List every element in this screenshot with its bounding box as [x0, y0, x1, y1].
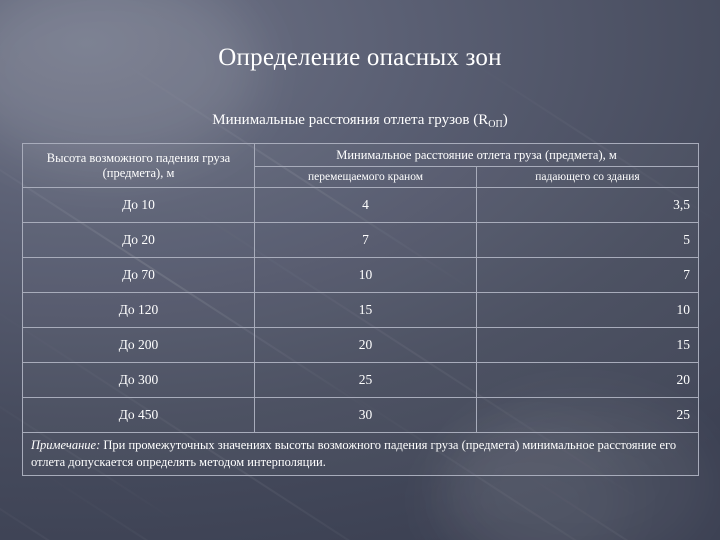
cell-height: До 10 [22, 187, 255, 224]
table-row: До 10 4 3,5 [22, 187, 699, 224]
cell-crane: 10 [254, 257, 477, 294]
cell-crane: 25 [254, 362, 477, 399]
page-title: Определение опасных зон [218, 44, 502, 71]
table-subheader-row: перемещаемого краном падающего со здания [23, 166, 699, 189]
note-label: Примечание: [31, 438, 101, 453]
table-caption-main: Минимальные расстояния отлета грузов (R [212, 112, 489, 128]
zones-table-container: Высота возможного падения груза (предмет… [22, 142, 699, 477]
cell-crane: 20 [254, 327, 477, 364]
cell-building: 7 [476, 257, 699, 294]
cell-height: До 200 [22, 327, 255, 364]
table-row: До 300 25 20 [22, 362, 699, 399]
header-distance-group: Минимальное расстояние отлета груза (пре… [254, 142, 699, 168]
table-header-row: Высота возможного падения груза (предмет… [22, 142, 699, 189]
cell-height: До 70 [22, 257, 255, 294]
cell-height: До 450 [22, 397, 255, 434]
header-building: падающего со здания [476, 166, 699, 189]
cell-building: 3,5 [476, 187, 699, 224]
cell-building: 20 [476, 362, 699, 399]
table-caption-tail: ) [502, 112, 508, 128]
table-row: До 120 15 10 [22, 292, 699, 329]
header-height: Высота возможного падения груза (предмет… [22, 142, 255, 189]
cell-height: До 120 [22, 292, 255, 329]
table-note-row: Примечание: При промежуточных значениях … [22, 432, 699, 477]
cell-building: 5 [476, 222, 699, 259]
table-row: До 200 20 15 [22, 327, 699, 364]
cell-crane: 7 [254, 222, 477, 259]
cell-crane: 15 [254, 292, 477, 329]
table-caption: Минимальные расстояния отлета грузов (RО… [0, 112, 720, 130]
cell-building: 10 [476, 292, 699, 329]
table-caption-subscript: ОП [488, 119, 503, 130]
table-row: До 70 10 7 [22, 257, 699, 294]
table-row: До 20 7 5 [22, 222, 699, 259]
note-text: При промежуточных значениях высоты возмо… [31, 438, 677, 470]
table-note: Примечание: При промежуточных значениях … [22, 432, 699, 477]
cell-height: До 20 [22, 222, 255, 259]
cell-building: 15 [476, 327, 699, 364]
cell-crane: 4 [254, 187, 477, 224]
zones-table: Высота возможного падения груза (предмет… [22, 142, 699, 477]
header-crane: перемещаемого краном [254, 166, 477, 189]
cell-crane: 30 [254, 397, 477, 434]
cell-building: 25 [476, 397, 699, 434]
cell-height: До 300 [22, 362, 255, 399]
table-row: До 450 30 25 [22, 397, 699, 434]
